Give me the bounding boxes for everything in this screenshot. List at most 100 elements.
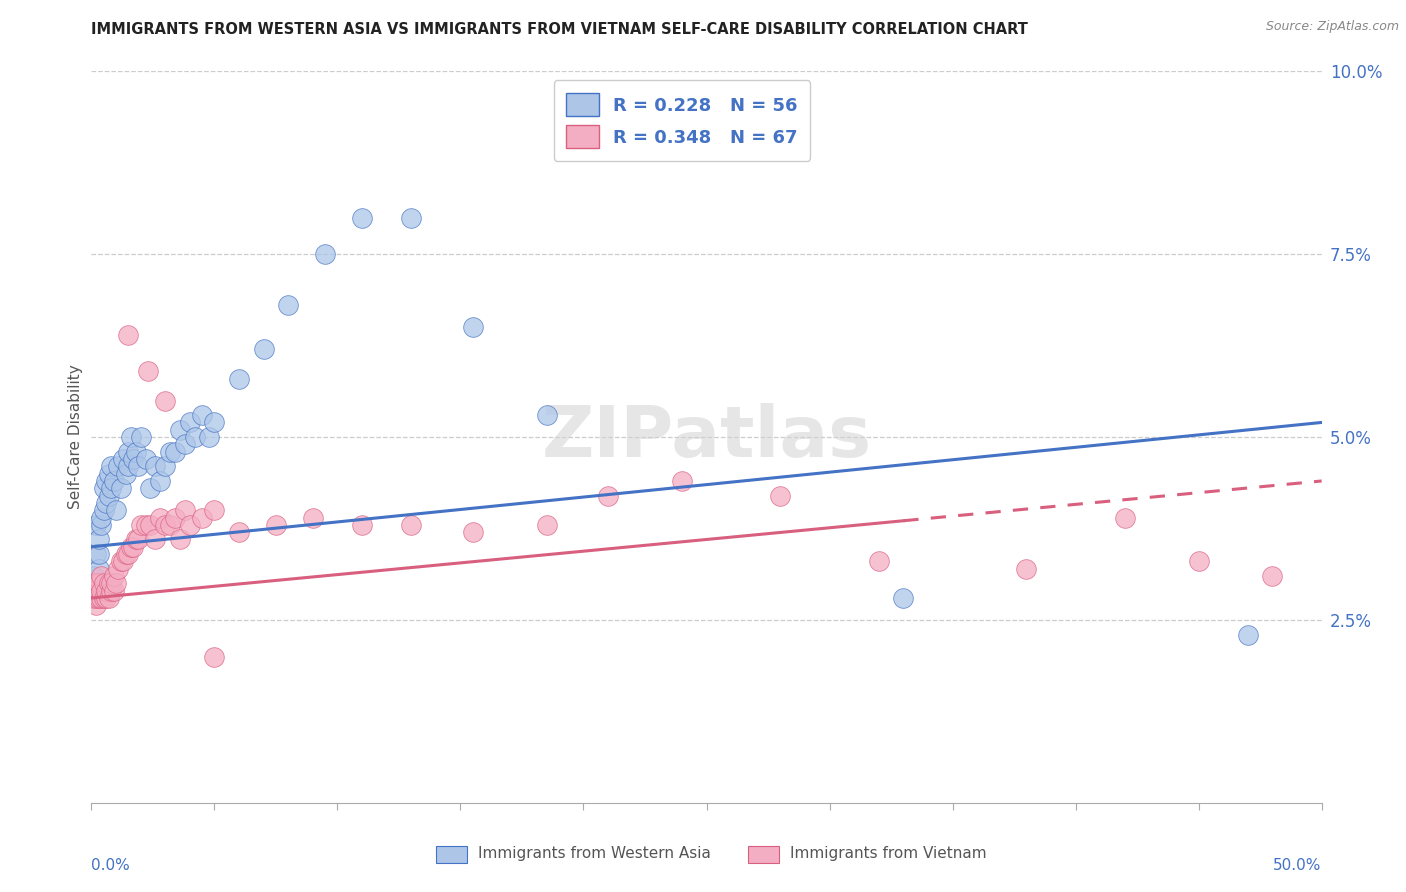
Point [86,599,108,613]
Point [86,583,108,598]
Point [103,474,125,488]
Point [228,525,250,540]
Text: Immigrants from Western Asia: Immigrants from Western Asia [478,847,711,861]
Text: ZIPatlas: ZIPatlas [541,402,872,472]
Point [117,459,139,474]
Point [124,533,146,547]
Point [536,408,558,422]
Point [117,547,139,561]
Point [352,211,374,225]
Point [153,517,177,532]
Point [202,416,225,430]
Point [83,576,105,591]
Point [122,540,145,554]
Point [96,496,117,510]
Point [1015,562,1038,576]
Point [461,320,484,334]
Point [149,510,172,524]
Point [153,459,177,474]
Point [174,437,197,451]
Point [314,247,336,261]
Y-axis label: Self-Care Disability: Self-Care Disability [67,365,83,509]
Point [145,533,166,547]
Point [461,525,484,540]
Text: 0.0%: 0.0% [91,858,131,872]
Point [145,459,166,474]
Point [868,554,890,568]
Point [127,533,149,547]
Point [399,211,422,225]
Point [117,327,139,342]
Point [103,583,125,598]
Point [114,467,138,481]
Text: IMMIGRANTS FROM WESTERN ASIA VS IMMIGRANTS FROM VIETNAM SELF-CARE DISABILITY COR: IMMIGRANTS FROM WESTERN ASIA VS IMMIGRAN… [91,22,1028,37]
Point [129,430,152,444]
Point [87,533,110,547]
Point [86,517,108,532]
Point [191,510,214,524]
Point [87,591,110,605]
Point [83,591,105,605]
Point [86,576,108,591]
Point [120,540,142,554]
Point [90,517,112,532]
Point [96,583,117,598]
Point [105,503,127,517]
Point [103,569,125,583]
Point [114,547,138,561]
Point [110,481,132,495]
Point [1114,510,1136,524]
Point [96,474,117,488]
Point [124,444,146,458]
Point [198,430,221,444]
Point [671,474,693,488]
Point [139,517,162,532]
Point [100,459,122,474]
Point [769,489,792,503]
Point [179,517,201,532]
Point [100,583,122,598]
Legend: R = 0.228   N = 56, R = 0.348   N = 67: R = 0.228 N = 56, R = 0.348 N = 67 [554,80,810,161]
Point [93,481,115,495]
Point [136,364,159,378]
Point [97,489,120,503]
Point [169,423,191,437]
Point [135,452,156,467]
Point [264,517,287,532]
Point [97,591,120,605]
Point [159,517,181,532]
Point [179,416,201,430]
Point [87,583,110,598]
Point [100,576,122,591]
Point [97,576,120,591]
Point [112,452,135,467]
Point [153,393,177,408]
Point [228,371,250,385]
Point [536,517,558,532]
Point [174,503,197,517]
Point [87,562,110,576]
Point [90,591,112,605]
Point [90,569,112,583]
Point [83,569,105,583]
Text: Source: ZipAtlas.com: Source: ZipAtlas.com [1265,20,1399,33]
Point [86,591,108,605]
Point [90,583,112,598]
Point [83,591,105,605]
Point [117,444,139,458]
Text: Immigrants from Vietnam: Immigrants from Vietnam [790,847,987,861]
Point [93,591,115,605]
Point [163,444,186,458]
Point [183,430,207,444]
Point [107,459,129,474]
Point [277,298,299,312]
Point [87,547,110,561]
Point [86,583,108,598]
Point [129,517,152,532]
Point [1261,569,1284,583]
Point [97,467,120,481]
Point [169,533,191,547]
Point [1237,627,1260,641]
Point [399,517,422,532]
Point [93,503,115,517]
